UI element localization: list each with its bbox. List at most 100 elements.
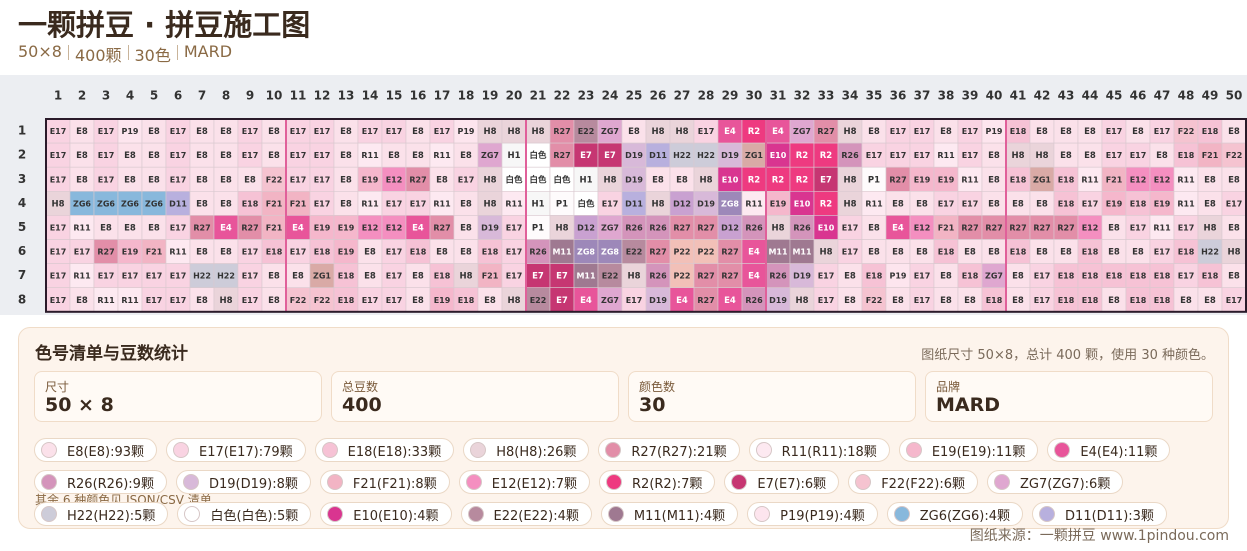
bead-code: E18 <box>1058 199 1075 208</box>
bead-cell <box>1197 263 1223 289</box>
bead-code: R27 <box>961 223 978 232</box>
bead-cell <box>1101 191 1127 216</box>
legend-swatch <box>184 506 201 522</box>
bead-code: E17 <box>434 127 451 136</box>
legend-swatch <box>470 442 487 458</box>
bead-cell <box>405 263 431 289</box>
bead-code: E8 <box>988 248 1000 258</box>
bead-code: P22 <box>698 248 715 257</box>
bead-cell <box>93 215 119 240</box>
bead-code: E8 <box>1036 127 1048 137</box>
bead-cell <box>861 142 887 168</box>
bead-code: H22 <box>697 151 715 160</box>
bead-cell <box>1101 263 1127 289</box>
legend-label: D19(D19):8颗 <box>208 476 298 492</box>
bead-code: H1 <box>507 151 520 161</box>
bead-code: E17 <box>914 296 931 305</box>
bead-cell <box>1173 166 1199 192</box>
subtitle: 50×8 400颗 30色 MARD <box>18 42 232 66</box>
bead-code: E17 <box>242 248 259 257</box>
bead-code: E4 <box>580 296 592 306</box>
bead-code: E17 <box>50 248 67 257</box>
bead-cell <box>645 118 671 144</box>
bead-code: E8 <box>412 151 424 161</box>
bead-cell <box>117 215 143 240</box>
bead-cell <box>717 191 743 216</box>
bead-cell <box>165 263 191 289</box>
bead-code: E17 <box>914 272 931 281</box>
bead-cell <box>933 118 959 144</box>
bead-code: E19 <box>914 175 931 184</box>
bead-code: E17 <box>1154 248 1171 257</box>
bead-cell <box>1053 142 1079 168</box>
bead-code: D19 <box>625 151 643 160</box>
bead-code: E17 <box>242 272 259 281</box>
column-number: 21 <box>530 89 547 103</box>
bead-code: E8 <box>652 175 664 185</box>
bead-code: E8 <box>628 127 640 137</box>
bead-code: E19 <box>314 223 331 232</box>
legend-label: E4(E4):11颗 <box>1080 444 1158 460</box>
bead-code: E8 <box>1108 296 1120 306</box>
column-number: 25 <box>626 89 643 103</box>
bead-code: R27 <box>193 223 210 232</box>
row-number: 8 <box>18 292 26 306</box>
bead-cell <box>261 287 287 313</box>
bead-cell <box>957 191 983 216</box>
legend-label: P19(P19):4颗 <box>780 508 865 524</box>
bead-code: E18 <box>338 296 355 305</box>
column-number: 31 <box>770 89 787 103</box>
bead-cell <box>405 215 431 240</box>
bead-code: R11 <box>361 151 379 160</box>
legend-chip: H22(H22):5颗 <box>34 502 169 526</box>
bead-code: E18 <box>1154 296 1171 305</box>
bead-code: E18 <box>1010 175 1027 184</box>
bead-cell <box>69 239 95 264</box>
bead-code: E8 <box>1204 296 1216 306</box>
bead-code: D19 <box>793 272 811 281</box>
bead-cell <box>573 287 599 313</box>
bead-code: E17 <box>842 248 859 257</box>
bead-code: E17 <box>506 248 523 257</box>
bead-cell <box>261 191 287 216</box>
bead-code: E8 <box>988 151 1000 161</box>
bead-code: E8 <box>988 175 1000 185</box>
bead-code: E10 <box>770 151 787 160</box>
bead-code: ZG7 <box>601 223 619 232</box>
legend-swatch <box>994 474 1011 490</box>
bead-cell <box>1125 118 1151 144</box>
column-number: 30 <box>746 89 763 103</box>
bead-cell <box>141 263 167 289</box>
bead-cell <box>645 166 671 192</box>
bead-cell <box>117 263 143 289</box>
bead-code: E17 <box>50 127 67 136</box>
bead-code: R26 <box>529 248 547 257</box>
bead-code: E17 <box>626 296 643 305</box>
bead-cell <box>1053 118 1079 144</box>
bead-cell <box>621 166 647 192</box>
bead-cell <box>1149 287 1175 313</box>
bead-code: E8 <box>148 175 160 185</box>
bead-cell <box>741 142 767 168</box>
stat-value: 400 <box>342 394 382 416</box>
legend-chip: E19(E19):11颗 <box>898 438 1039 462</box>
legend-chip: E4(E4):11颗 <box>1047 438 1171 462</box>
bead-cell <box>549 166 575 192</box>
column-number: 41 <box>1010 89 1027 103</box>
column-number: 27 <box>674 89 691 103</box>
bead-cell <box>165 239 191 264</box>
legend-swatch <box>606 474 623 490</box>
bead-code: R2 <box>820 151 833 161</box>
bead-code: E8 <box>1036 199 1048 209</box>
bead-code: D19 <box>625 175 643 184</box>
bead-cell <box>405 118 431 144</box>
bead-code: E8 <box>220 199 232 209</box>
bead-code: E17 <box>1106 151 1123 160</box>
bead-cell <box>645 287 671 313</box>
bead-code: E17 <box>962 151 979 160</box>
bead-code: E12 <box>386 175 403 184</box>
bead-code: E8 <box>340 175 352 185</box>
bead-cell <box>957 263 983 289</box>
bead-code: E8 <box>1156 151 1168 161</box>
